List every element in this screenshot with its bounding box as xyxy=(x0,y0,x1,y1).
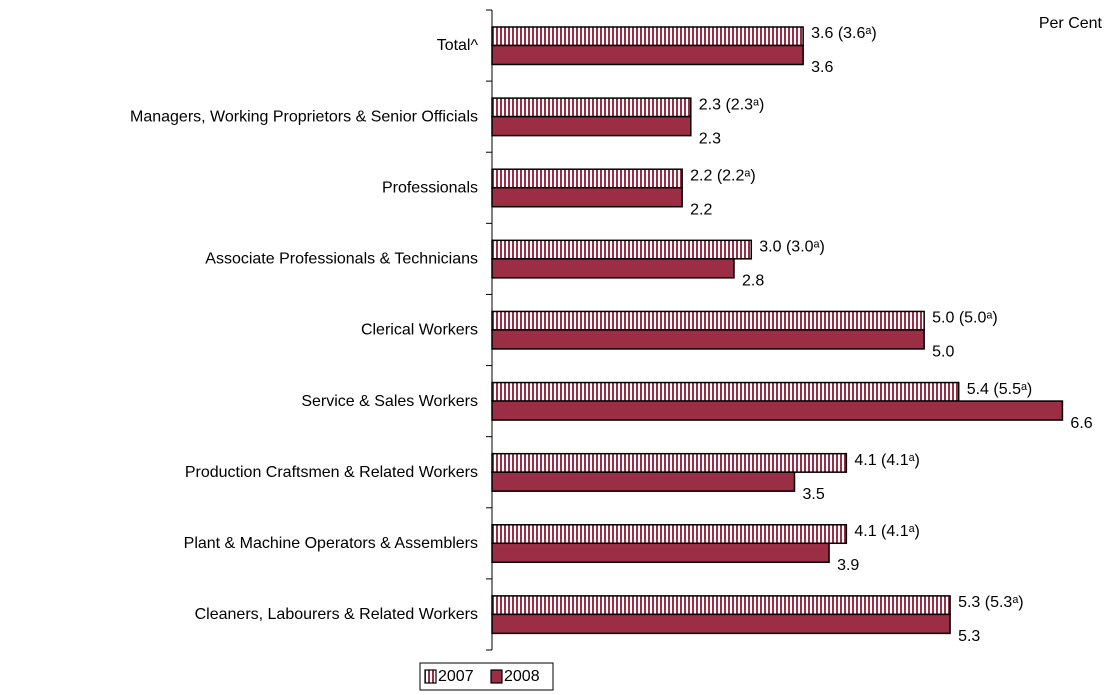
bar xyxy=(491,452,848,473)
value-label: 3.6 (3.6ᵃ) xyxy=(811,25,877,42)
category-label: Plant & Machine Operators & Assemblers xyxy=(184,535,478,552)
value-label: 2.3 xyxy=(699,130,721,147)
value-label: 6.6 xyxy=(1070,415,1092,432)
bar xyxy=(491,310,925,331)
bar xyxy=(491,168,683,189)
bar xyxy=(491,26,804,47)
value-label: 5.3 (5.3ᵃ) xyxy=(958,594,1024,611)
category-label: Managers, Working Proprietors & Senior O… xyxy=(130,108,478,125)
bar xyxy=(491,542,830,564)
value-label: 2.2 xyxy=(690,201,712,218)
bar xyxy=(491,471,796,492)
value-label: 2.8 xyxy=(742,273,764,290)
category-label: Total^ xyxy=(437,37,479,54)
bar xyxy=(491,524,848,545)
bar xyxy=(491,595,951,616)
legend-label: 2007 xyxy=(438,668,474,685)
bar xyxy=(491,115,692,137)
category-label: Clerical Workers xyxy=(361,322,478,339)
value-label: 3.5 xyxy=(803,486,825,503)
bar xyxy=(491,97,692,118)
value-label: 5.3 xyxy=(958,628,980,645)
legend-label: 2008 xyxy=(504,668,540,685)
value-label: 4.1 (4.1ᵃ) xyxy=(854,523,920,540)
bar xyxy=(491,400,1064,421)
bar xyxy=(491,239,753,260)
bar xyxy=(491,186,683,208)
value-label: 3.0 (3.0ᵃ) xyxy=(759,239,825,256)
legend-box xyxy=(419,662,554,691)
bar xyxy=(491,613,951,635)
category-label: Production Craftsmen & Related Workers xyxy=(185,464,478,481)
bar xyxy=(491,381,960,402)
bar xyxy=(491,329,925,350)
value-label: 3.6 xyxy=(811,59,833,76)
value-label: 2.2 (2.2ᵃ) xyxy=(690,167,756,184)
value-label: 5.0 xyxy=(932,344,954,361)
value-label: 5.0 (5.0ᵃ) xyxy=(932,310,998,327)
value-label: 2.3 (2.3ᵃ) xyxy=(699,96,765,113)
value-label: 5.4 (5.5ᵃ) xyxy=(967,381,1033,398)
category-label: Cleaners, Labourers & Related Workers xyxy=(195,606,478,623)
legend-swatch xyxy=(424,669,437,684)
category-label: Service & Sales Workers xyxy=(301,393,478,410)
axis-unit-label: Per Cent xyxy=(1039,15,1103,32)
bar xyxy=(491,258,735,279)
category-label: Professionals xyxy=(382,179,478,196)
category-label: Associate Professionals & Technicians xyxy=(205,251,478,268)
bar xyxy=(491,44,804,66)
legend-swatch xyxy=(490,669,503,684)
value-label: 3.9 xyxy=(837,557,859,574)
value-label: 4.1 (4.1ᵃ) xyxy=(854,452,920,469)
